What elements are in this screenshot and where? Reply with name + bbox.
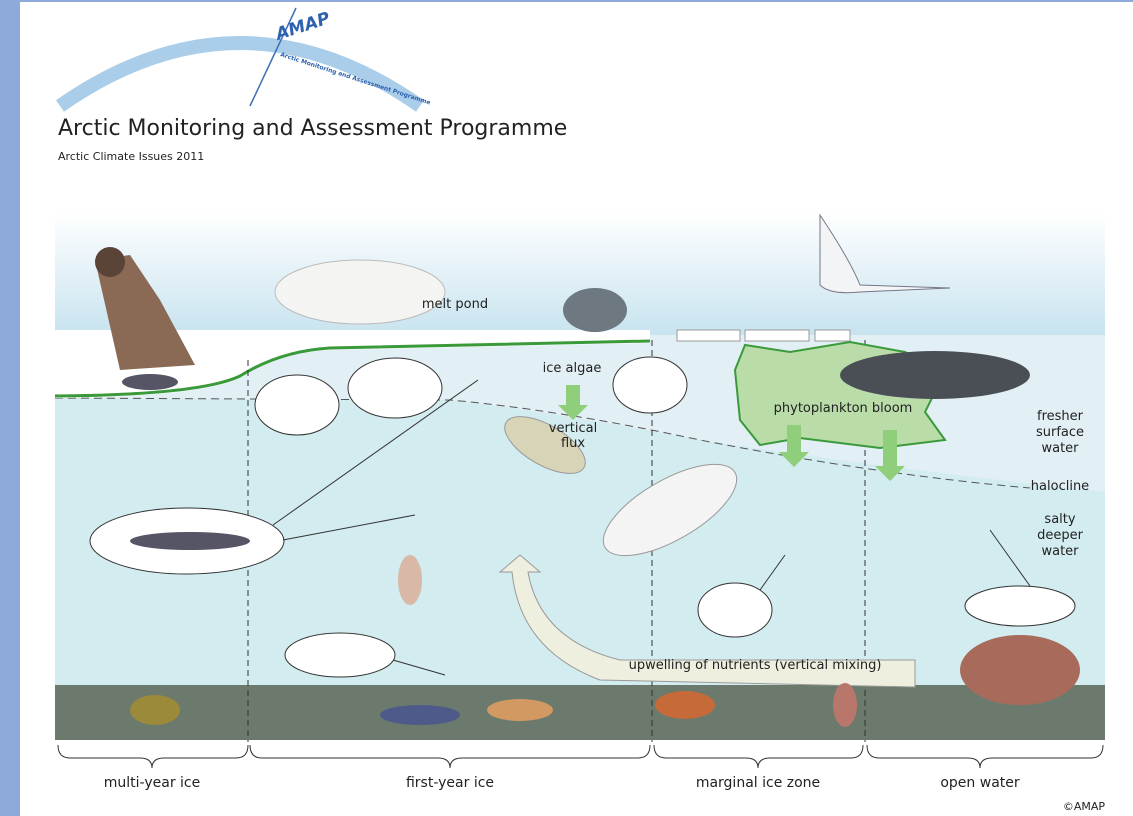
seal bbox=[563, 288, 627, 332]
ice-floe bbox=[815, 330, 850, 341]
flatfish bbox=[487, 699, 553, 721]
zone-label: first-year ice bbox=[406, 775, 494, 791]
brace bbox=[867, 745, 1103, 768]
ice-floe bbox=[745, 330, 809, 341]
inset bbox=[348, 358, 442, 418]
label: fresher bbox=[1037, 409, 1084, 424]
sculpin bbox=[380, 705, 460, 725]
page: AMAP Arctic Monitoring and Assessment Pr… bbox=[0, 0, 1133, 816]
subtitle: Arctic Climate Issues 2011 bbox=[58, 150, 204, 163]
brace bbox=[654, 745, 863, 768]
flux-arrow bbox=[787, 425, 801, 453]
inset bbox=[285, 633, 395, 677]
diagram: AMAP Arctic Monitoring and Assessment Pr… bbox=[0, 0, 1133, 816]
flux-arrow bbox=[566, 385, 580, 407]
credit: ©AMAP bbox=[1063, 800, 1106, 813]
brace bbox=[58, 745, 248, 768]
label: water bbox=[1041, 544, 1079, 559]
seaweed bbox=[130, 695, 180, 725]
seabed bbox=[55, 685, 1105, 740]
flux-arrow bbox=[883, 430, 897, 468]
label: salty bbox=[1044, 512, 1075, 527]
logo-arc bbox=[60, 43, 420, 106]
inset bbox=[965, 586, 1075, 626]
inset bbox=[698, 583, 772, 637]
crab bbox=[655, 691, 715, 719]
whale bbox=[840, 351, 1030, 399]
polar-bear bbox=[275, 260, 445, 324]
side-bar bbox=[0, 0, 20, 816]
squid bbox=[398, 555, 422, 605]
hunter-head bbox=[95, 247, 125, 277]
inset bbox=[613, 357, 687, 413]
zone-label: open water bbox=[940, 775, 1020, 791]
logo-mark: AMAP bbox=[271, 8, 333, 45]
zone-label: multi-year ice bbox=[104, 775, 200, 791]
label: deeper bbox=[1037, 528, 1083, 543]
label: water bbox=[1041, 441, 1079, 456]
label: melt pond bbox=[422, 297, 488, 312]
logo-subtitle: Arctic Monitoring and Assessment Program… bbox=[279, 51, 431, 106]
clam bbox=[833, 683, 857, 727]
title: Arctic Monitoring and Assessment Program… bbox=[58, 116, 567, 141]
label: flux bbox=[561, 436, 585, 451]
brace bbox=[250, 745, 650, 768]
inset bbox=[255, 375, 339, 435]
cod-inset bbox=[130, 532, 250, 550]
top-bar bbox=[0, 0, 1133, 2]
label: phytoplankton bloom bbox=[774, 401, 913, 416]
label: ice algae bbox=[543, 361, 602, 376]
label: surface bbox=[1036, 425, 1084, 440]
zone-label: marginal ice zone bbox=[696, 775, 820, 791]
cod bbox=[122, 374, 178, 390]
label: vertical bbox=[549, 421, 597, 436]
label: halocline bbox=[1031, 479, 1089, 494]
ice-floe bbox=[677, 330, 740, 341]
label: upwelling of nutrients (vertical mixing) bbox=[629, 658, 882, 673]
walrus bbox=[960, 635, 1080, 705]
